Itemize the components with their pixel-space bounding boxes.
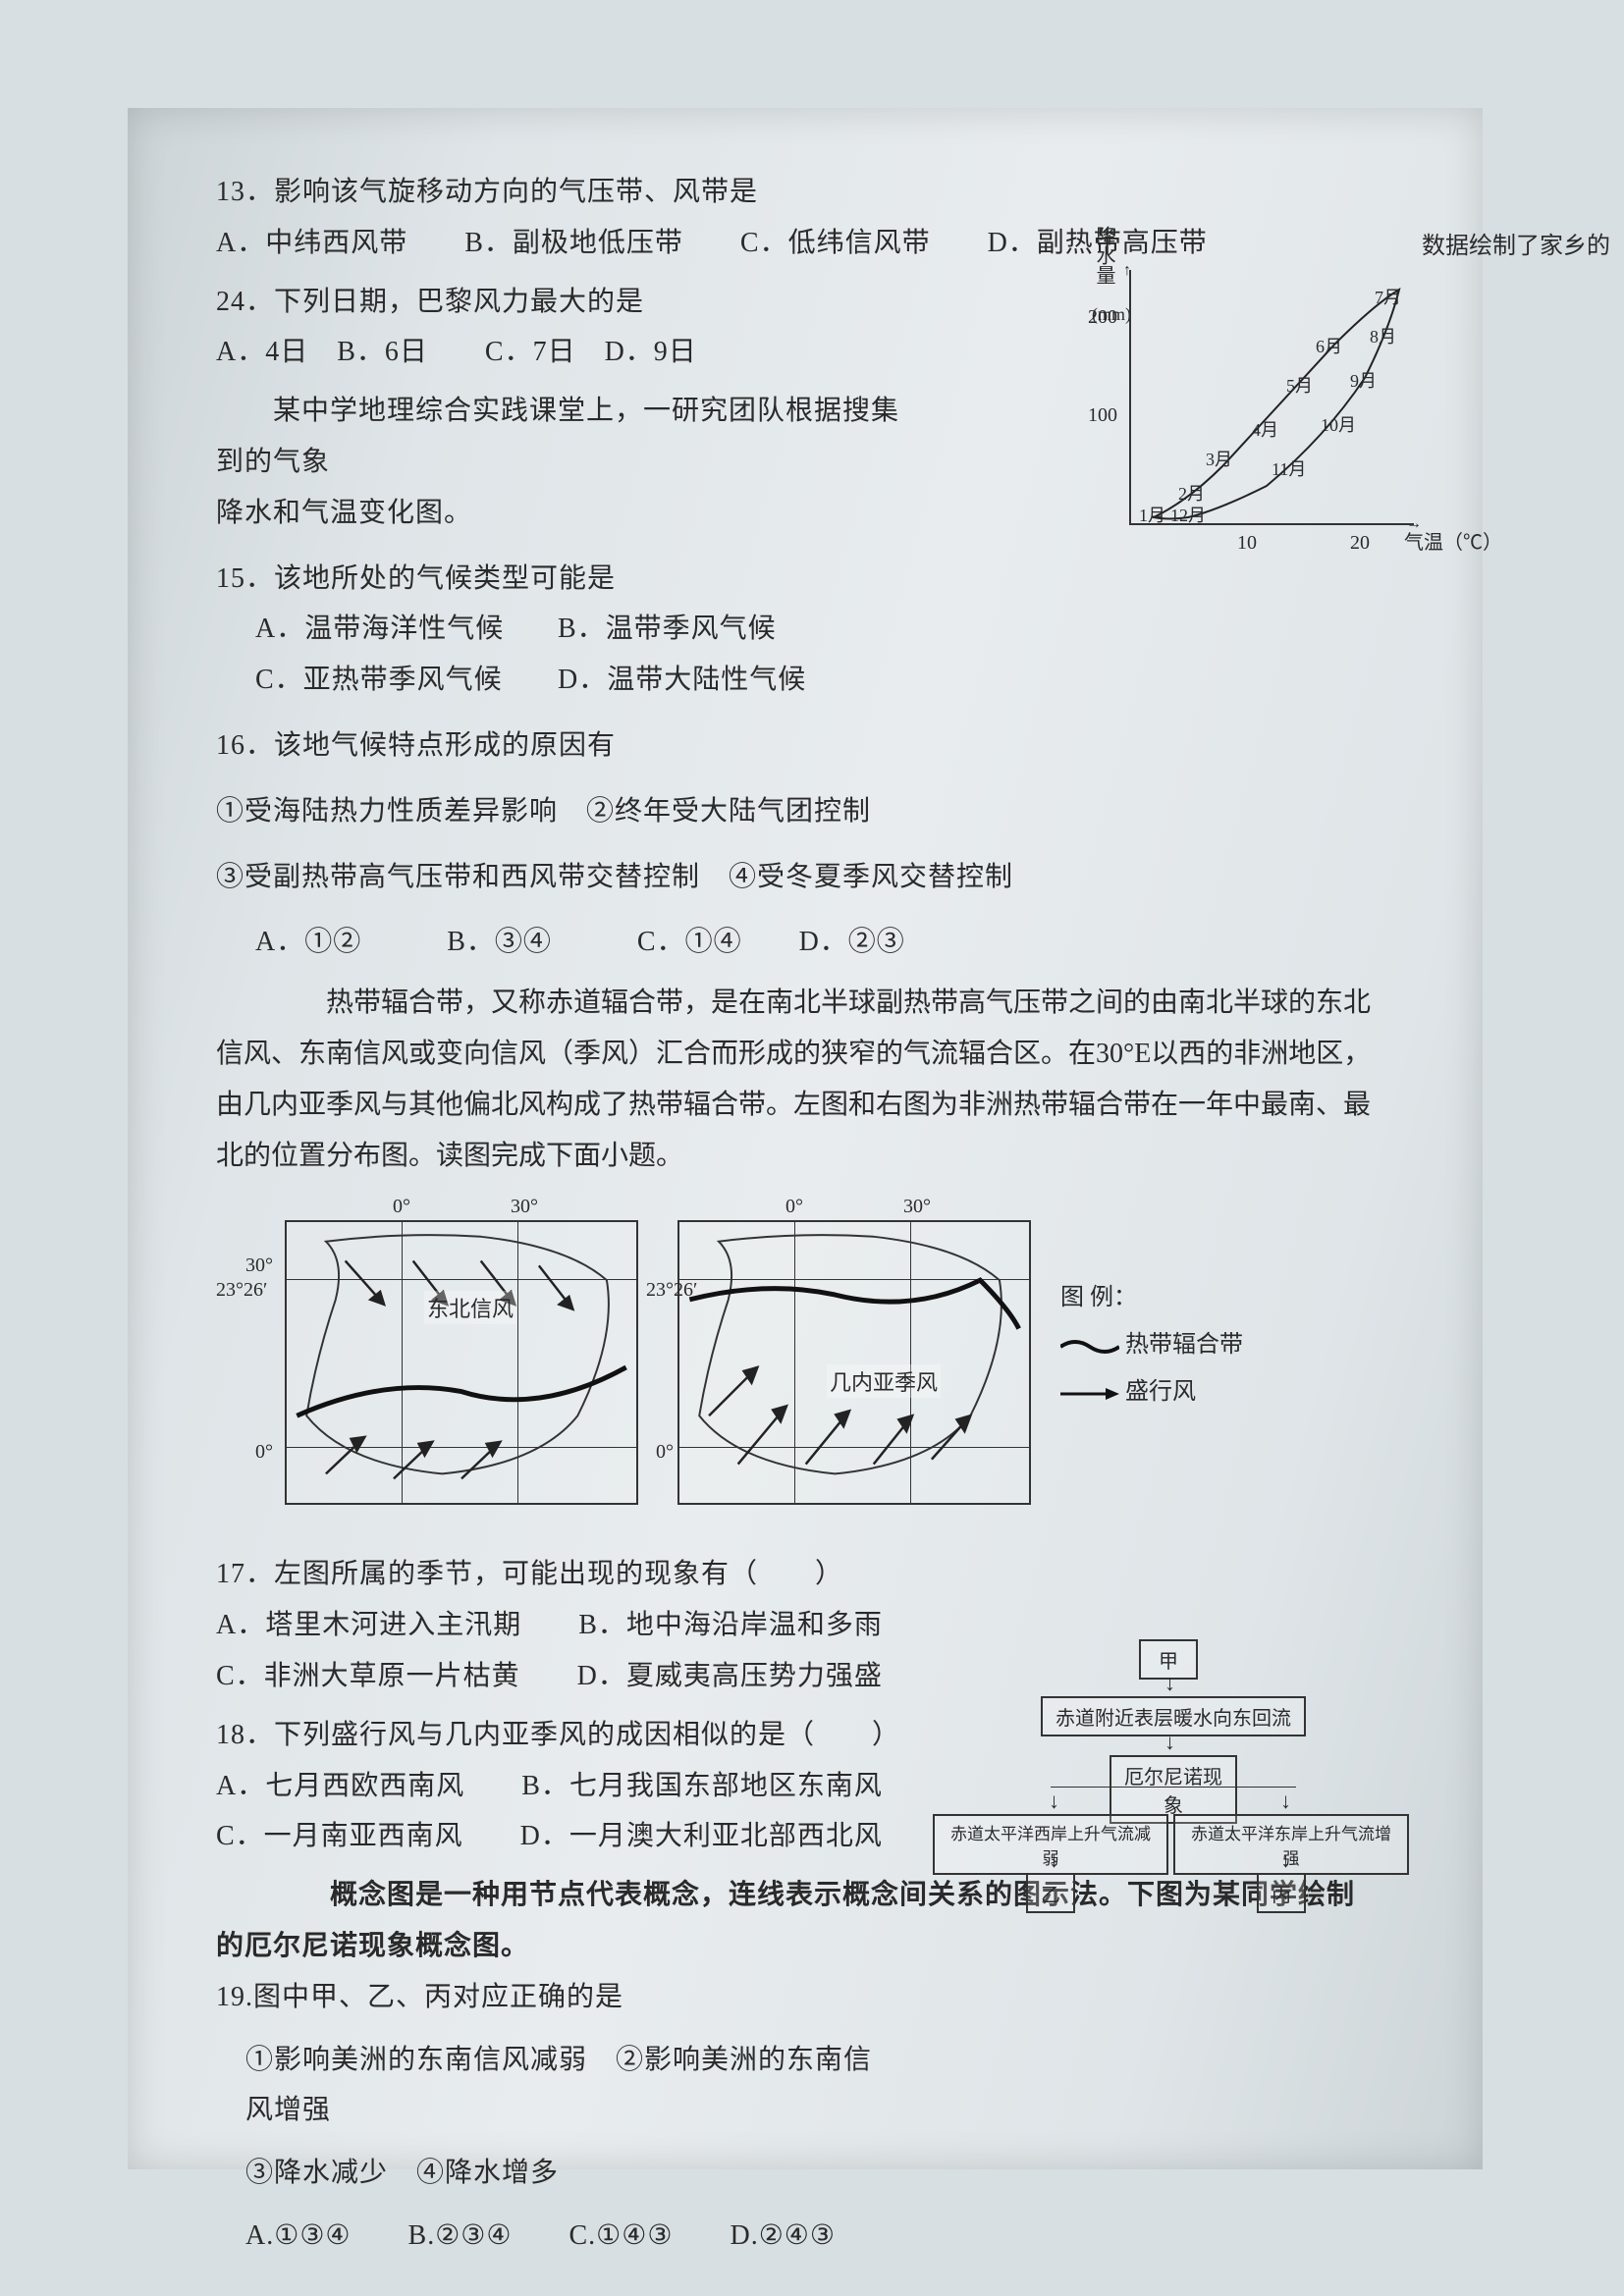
arrow-4l: ↓ [1049, 1847, 1059, 1873]
q15-opt-a: A．温带海洋性气候 [255, 604, 550, 655]
month-9: 9月 [1350, 367, 1377, 393]
month-4: 4月 [1252, 416, 1278, 442]
africa-map-right: 几内亚季风 [677, 1220, 1031, 1505]
month-7: 7月 [1375, 284, 1401, 309]
arrow-4r: ↓ [1280, 1847, 1291, 1873]
q19-item2: ③降水减少 ④降水增多 [216, 2148, 884, 2199]
elnino-flowchart: 甲 ↓ 赤道附近表层暖水向东回流 ↓ 厄尔尼诺现象 ↓ ↓ 赤道太平洋西岸上升气… [943, 1639, 1404, 1973]
legend-item-wind: 盛行风 [1060, 1368, 1316, 1415]
lat-0-left: 0° [255, 1441, 273, 1464]
q16-item2: ③受副热带高气压带和西风带交替控制 ④受冬夏季风交替控制 [216, 852, 1375, 903]
q19-item1: ①影响美洲的东南信风减弱 ②影响美洲的东南信风增强 [216, 2035, 884, 2137]
q16-stem: 16．该地气候特点形成的原因有 [216, 721, 1375, 772]
month-11: 11月 [1272, 455, 1306, 481]
q13-stem: 13．影响该气旋移动方向的气压带、风带是 [216, 167, 1375, 218]
climate-passage: 某中学地理综合实践课堂上，一研究团队根据搜集到的气象 降水和气温变化图。 [216, 386, 923, 538]
legend-item-itcz: 热带辐合带 [1060, 1321, 1316, 1368]
lon-30-left: 30° [511, 1196, 538, 1218]
exam-page: 13．影响该气旋移动方向的气压带、风带是 A．中纬西风带 B．副极地低压带 C．… [128, 108, 1483, 2169]
africa-coast-right [679, 1222, 1029, 1503]
africa-coast-left [287, 1222, 636, 1503]
q15-row1: A．温带海洋性气候 B．温带季风气候 [216, 604, 903, 655]
question-19: 19.图中甲、乙、丙对应正确的是 ①影响美洲的东南信风减弱 ②影响美洲的东南信风… [216, 1972, 884, 2262]
climate-passage-line1: 某中学地理综合实践课堂上，一研究团队根据搜集到的气象 [216, 386, 923, 488]
month-1: 1月 [1139, 502, 1165, 527]
climate-chart: 降水量 (mm) 数据绘制了家乡的 ↑ → 100 200 10 20 气温（℃… [1080, 250, 1434, 564]
q15-opt-c: C．亚热带季风气候 [255, 655, 550, 706]
q16-item1: ①受海陆热力性质差异影响 ②终年受大陆气团控制 [216, 786, 1375, 837]
lon-30-right: 30° [903, 1196, 931, 1218]
map-legend: 图 例： 热带辐合带 盛行风 [1060, 1274, 1316, 1415]
lat-tropic-left: 23°26′ [216, 1279, 267, 1302]
arrow-1: ↓ [1164, 1671, 1175, 1696]
legend-label-itcz: 热带辐合带 [1125, 1332, 1243, 1358]
africa-maps: 东北信风 30° 23°26′ 0° 0° 30° [216, 1196, 1375, 1529]
node-yi: 乙 [1026, 1873, 1075, 1913]
left-wind-label: 东北信风 [424, 1291, 516, 1324]
q15-opt-d: D．温带大陆性气候 [558, 665, 806, 695]
q15-opt-b: B．温带季风气候 [558, 614, 777, 644]
ytick-100: 100 [1088, 404, 1117, 427]
month-10: 10月 [1321, 411, 1356, 437]
lat-tropic-right: 23°26′ [646, 1279, 697, 1302]
node-east: 赤道太平洋东岸上升气流增强 [1173, 1814, 1409, 1875]
month-3: 3月 [1206, 446, 1232, 471]
q16-options: A．①② B．③④ C．①④ D．②③ [216, 917, 1375, 968]
arrow-2: ↓ [1164, 1730, 1175, 1755]
chart-y-title: 降水量 [1090, 226, 1118, 285]
month-2: 2月 [1178, 480, 1205, 506]
chart-legend-note: 数据绘制了家乡的 [1422, 226, 1610, 260]
lon-0-right: 0° [785, 1196, 803, 1218]
question-16: 16．该地气候特点形成的原因有 ①受海陆热力性质差异影响 ②终年受大陆气团控制 … [216, 721, 1375, 968]
split-line [1051, 1787, 1296, 1801]
lon-0-left: 0° [393, 1196, 410, 1218]
climate-passage-line2: 降水和气温变化图。 [216, 488, 923, 539]
question-15: 15．该地所处的气候类型可能是 A．温带海洋性气候 B．温带季风气候 C．亚热带… [216, 554, 903, 706]
lat-0-right: 0° [656, 1441, 674, 1464]
month-8: 8月 [1370, 323, 1396, 348]
xtick-10: 10 [1237, 532, 1257, 555]
lat-30-left: 30° [245, 1255, 273, 1277]
itcz-passage: 热带辐合带，又称赤道辐合带，是在南北半球副热带高气压带之间的由南北半球的东北信风… [216, 978, 1375, 1181]
q15-row2: C．亚热带季风气候 D．温带大陆性气候 [216, 655, 903, 706]
node-bing: 丙 [1257, 1873, 1306, 1913]
africa-map-left: 东北信风 [285, 1220, 638, 1505]
q19-stem: 19.图中甲、乙、丙对应正确的是 [216, 1972, 884, 2023]
legend-label-wind: 盛行风 [1125, 1379, 1196, 1405]
q15-stem: 15．该地所处的气候类型可能是 [216, 554, 903, 605]
ytick-200: 200 [1088, 306, 1117, 329]
xtick-20: 20 [1350, 532, 1370, 555]
legend-title: 图 例： [1060, 1274, 1316, 1321]
q19-options: A.①③④ B.②③④ C.①④③ D.②④③ [216, 2211, 884, 2262]
month-6: 6月 [1316, 333, 1342, 358]
right-wind-label: 几内亚季风 [827, 1364, 941, 1398]
climate-curve [1129, 270, 1414, 525]
q17-stem: 17．左图所属的季节，可能出现的现象有（ ） [216, 1549, 1375, 1600]
chart-x-title: 气温（℃） [1404, 526, 1502, 555]
month-5: 5月 [1286, 372, 1313, 398]
